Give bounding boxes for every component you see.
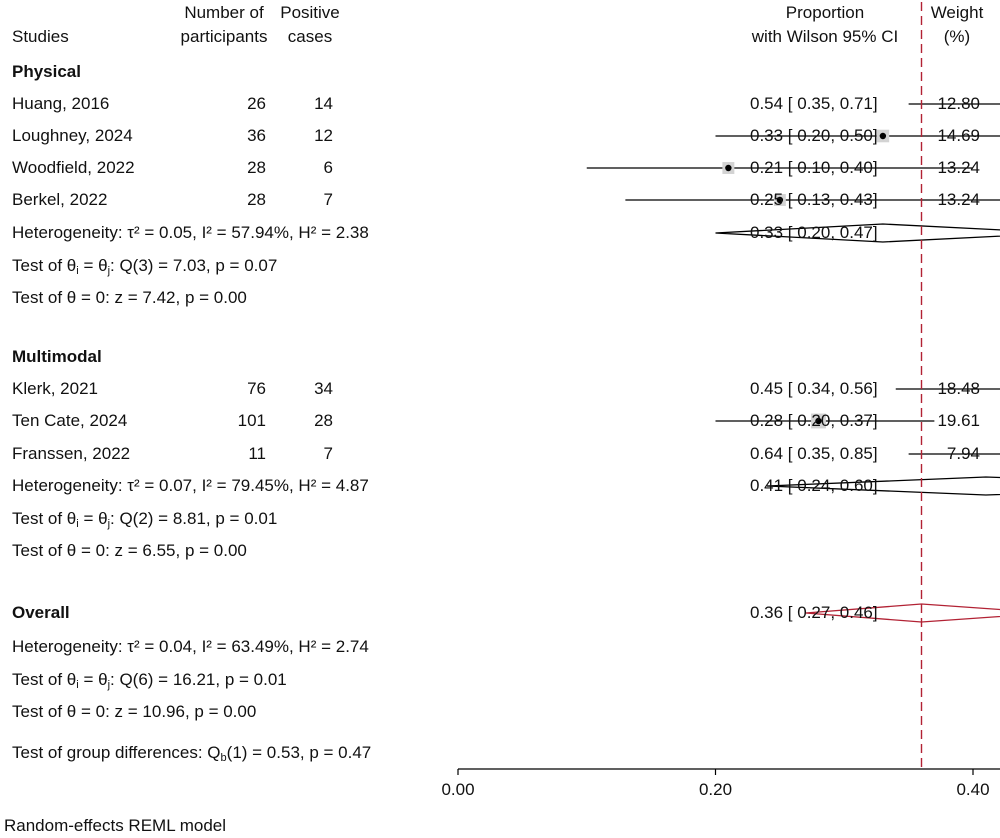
header-proportion-line1: Proportion [785, 3, 865, 22]
study-name: Klerk, 2021 [12, 379, 98, 398]
header-positive-line1: Positive [280, 3, 340, 22]
cases-value: 34 [314, 379, 333, 398]
cases-value: 28 [314, 411, 333, 430]
group-differences-test-subscript: b [220, 752, 227, 764]
test-equality-subscript: i [76, 679, 79, 691]
heterogeneity-text: Heterogeneity: τ² = 0.05, I² = 57.94%, H… [12, 223, 369, 242]
weight-value: 13.24 [937, 190, 980, 209]
test-equality-part: Test of θ [12, 256, 77, 275]
test-equality: Test of θi = θj: Q(3) = 7.03, p = 0.07 [12, 256, 278, 277]
point-estimate [776, 196, 784, 204]
cases-value: 12 [314, 126, 333, 145]
overall-test-zero: Test of θ = 0: z = 10.96, p = 0.00 [12, 702, 257, 721]
study-name: Loughney, 2024 [12, 126, 133, 145]
cases-value: 7 [323, 444, 333, 463]
participants-value: 11 [248, 444, 266, 463]
x-tick-label: 0.40 [956, 780, 989, 799]
test-equality-subscript: i [76, 265, 79, 277]
point-estimate [879, 132, 887, 140]
test-equality: Test of θi = θj: Q(6) = 16.21, p = 0.01 [12, 670, 287, 691]
study-name: Woodfield, 2022 [12, 158, 135, 177]
overall-heterogeneity: Heterogeneity: τ² = 0.04, I² = 63.49%, H… [12, 637, 369, 656]
test-equality-subscript: j [107, 518, 111, 530]
header-proportion-line2: with Wilson 95% CI [751, 27, 899, 46]
test-equality-part: = θ [78, 670, 108, 689]
weight-value: 14.69 [937, 126, 980, 145]
header-positive-line2: cases [287, 27, 333, 46]
participants-value: 76 [247, 379, 266, 398]
point-estimate [815, 417, 822, 425]
test-equality-subscript: i [76, 518, 79, 530]
weight-value: 19.61 [937, 411, 980, 430]
ci-text: 0.33 [ 0.20, 0.47] [750, 223, 878, 242]
weight-value: 12.80 [937, 94, 980, 113]
study-name: Huang, 2016 [12, 94, 110, 113]
cases-value: 14 [314, 94, 333, 113]
test-zero: Test of θ = 0: z = 7.42, p = 0.00 [12, 288, 247, 307]
overall-ci-text: 0.36 [ 0.27, 0.46] [750, 603, 878, 622]
participants-value: 26 [247, 94, 266, 113]
overall-diamond [805, 603, 1000, 623]
study-name: Berkel, 2022 [12, 190, 108, 209]
group-heading-physical: Physical [12, 62, 81, 81]
header-participants-line1: Number of [184, 3, 264, 22]
test-equality-subscript: j [107, 679, 111, 691]
weight-value: 18.48 [937, 379, 980, 398]
study-name: Franssen, 2022 [12, 444, 131, 463]
group-differences-test-part: Test of group differences: Q [12, 743, 221, 762]
study-name: Ten Cate, 2024 [12, 411, 128, 430]
test-equality-subscript: j [107, 265, 111, 277]
group-heading-multimodal: Multimodal [12, 347, 102, 366]
ci-text: 0.25 [ 0.13, 0.43] [750, 190, 878, 209]
test-equality: Test of θi = θj: Q(2) = 8.81, p = 0.01 [12, 509, 278, 530]
test-equality-part: = θ [78, 509, 108, 528]
test-equality-part: Test of θ [12, 509, 77, 528]
header-studies: Studies [12, 27, 69, 46]
cases-value: 6 [323, 158, 333, 177]
ci-text: 0.41 [ 0.24, 0.60] [750, 476, 878, 495]
test-equality-part: : Q(3) = 7.03, p = 0.07 [110, 256, 278, 275]
ci-text: 0.45 [ 0.34, 0.56] [750, 379, 878, 398]
participants-value: 36 [247, 126, 266, 145]
group-differences-test-part: (1) = 0.53, p = 0.47 [226, 743, 372, 762]
test-equality-part: : Q(6) = 16.21, p = 0.01 [110, 670, 287, 689]
cases-value: 7 [323, 190, 333, 209]
ci-text: 0.21 [ 0.10, 0.40] [750, 158, 878, 177]
x-tick-label: 0.20 [699, 780, 732, 799]
header-weight-line2: (%) [943, 27, 971, 46]
test-equality-part: Test of θ [12, 670, 77, 689]
test-zero: Test of θ = 0: z = 6.55, p = 0.00 [12, 541, 247, 560]
weight-value: 13.24 [937, 158, 980, 177]
participants-value: 28 [247, 158, 266, 177]
header-weight-line1: Weight [930, 3, 984, 22]
weight-value: 7.94 [946, 444, 980, 463]
footnote: Random-effects REML model [4, 816, 227, 835]
heterogeneity-text: Heterogeneity: τ² = 0.07, I² = 79.45%, H… [12, 476, 369, 495]
ci-text: 0.33 [ 0.20, 0.50] [750, 126, 878, 145]
test-equality-part: : Q(2) = 8.81, p = 0.01 [110, 509, 278, 528]
ci-text: 0.54 [ 0.35, 0.71] [750, 94, 878, 113]
overall-heading: Overall [12, 603, 70, 622]
participants-value: 28 [247, 190, 266, 209]
point-estimate [725, 164, 732, 172]
participants-value: 101 [237, 411, 266, 430]
ci-text: 0.28 [ 0.20, 0.37] [750, 411, 878, 430]
x-tick-label: 0.00 [441, 780, 474, 799]
group-differences-test: Test of group differences: Qb(1) = 0.53,… [12, 743, 372, 764]
test-equality-part: = θ [78, 256, 108, 275]
subgroup-diamond [766, 476, 1000, 496]
header-participants-line2: participants [180, 27, 268, 46]
subgroup-diamond [715, 223, 1000, 243]
ci-text: 0.64 [ 0.35, 0.85] [750, 444, 878, 463]
